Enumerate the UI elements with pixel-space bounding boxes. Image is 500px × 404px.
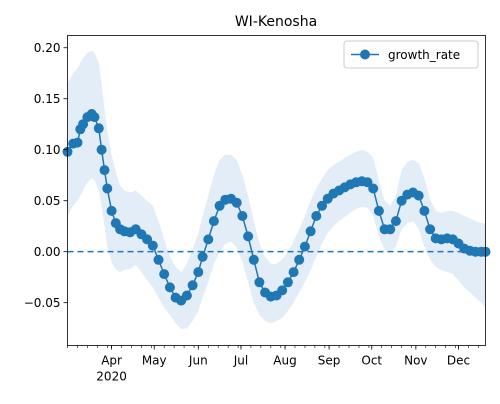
data-point xyxy=(187,280,198,291)
y-tick-label: 0.15 xyxy=(34,92,61,106)
x-tick-label: Dec xyxy=(447,354,470,368)
data-point xyxy=(419,205,430,216)
data-point xyxy=(181,290,192,301)
data-point xyxy=(413,190,424,201)
y-tick-label: 0.10 xyxy=(34,143,61,157)
data-point xyxy=(390,216,401,227)
data-point xyxy=(425,224,436,235)
data-point xyxy=(248,254,259,265)
data-point xyxy=(299,241,310,252)
legend-label: growth_rate xyxy=(388,48,460,62)
y-tick-label: 0.20 xyxy=(34,41,61,55)
plot-frame xyxy=(67,35,486,346)
x-tick-label: Nov xyxy=(404,354,427,368)
data-point xyxy=(72,137,83,148)
chart-title: WI-Kenosha xyxy=(235,14,317,30)
data-point xyxy=(153,254,164,265)
data-point xyxy=(208,216,219,227)
legend-dot-marker xyxy=(360,49,370,60)
legend: growth_rate xyxy=(343,40,479,69)
data-point xyxy=(294,254,305,265)
data-point xyxy=(243,231,254,242)
y-tick-label: 0.00 xyxy=(34,245,61,259)
data-point xyxy=(197,251,208,262)
data-point xyxy=(237,211,248,221)
legend-box xyxy=(343,40,479,69)
series-layer xyxy=(62,109,491,306)
axis-layer: 0.20 0.15 0.10 0.05 0.00 −0.05 Apr 2020 May Jun Ju… xyxy=(24,35,486,384)
data-point xyxy=(93,123,104,134)
data-point xyxy=(317,200,327,211)
data-point xyxy=(147,240,158,251)
data-point xyxy=(99,165,110,176)
y-tick-label: 0.05 xyxy=(34,194,61,208)
data-point xyxy=(96,144,107,155)
x-tick-label: Jul xyxy=(233,354,248,368)
data-point xyxy=(385,224,396,235)
data-point xyxy=(159,269,170,280)
x-tick-label: Jun xyxy=(188,354,208,368)
data-point xyxy=(254,277,265,288)
data-point xyxy=(305,226,316,237)
confidence-band xyxy=(67,50,486,330)
data-point xyxy=(368,183,379,194)
x-tick-label: Oct xyxy=(361,354,382,368)
x-tick-year-label: 2020 xyxy=(96,370,127,384)
data-point xyxy=(288,267,299,278)
y-tick-label: −0.05 xyxy=(24,296,61,310)
data-point xyxy=(231,197,242,208)
data-point xyxy=(164,282,175,293)
x-tick-label: Sep xyxy=(318,354,341,368)
data-point xyxy=(193,267,204,278)
data-point xyxy=(203,234,214,245)
data-point xyxy=(282,277,293,288)
x-tick-label: May xyxy=(142,354,167,368)
data-point xyxy=(277,285,288,296)
confidence-band-layer xyxy=(67,50,486,330)
data-point xyxy=(106,205,117,216)
data-point xyxy=(311,211,322,221)
x-tick-label: Apr xyxy=(101,354,122,368)
data-point xyxy=(373,205,384,216)
data-point xyxy=(89,112,100,123)
x-tick-label: Aug xyxy=(273,354,296,368)
data-point xyxy=(102,183,113,194)
